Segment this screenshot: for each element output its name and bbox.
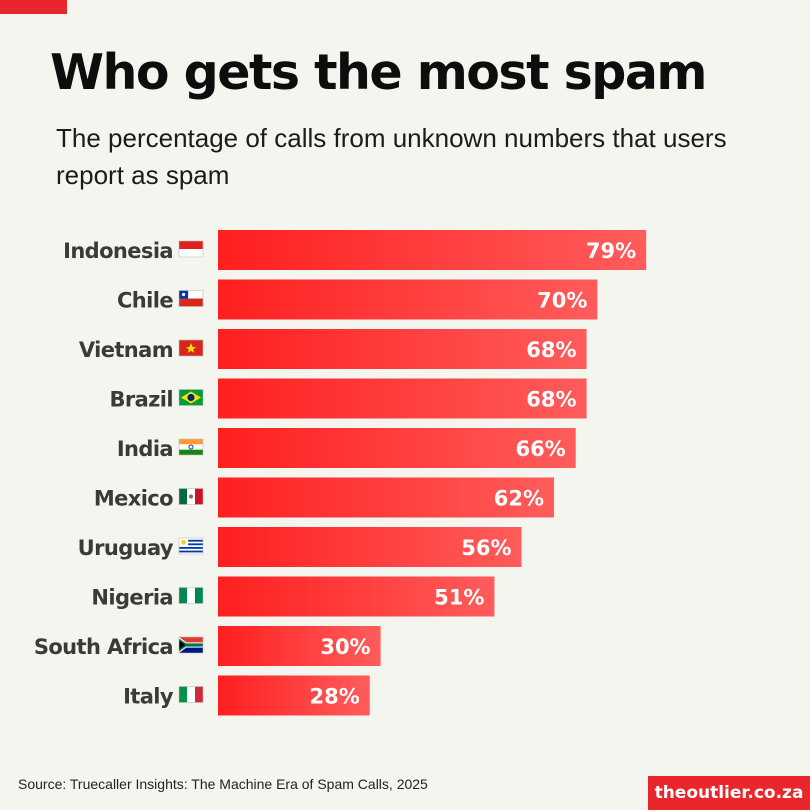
- bar: [218, 576, 495, 617]
- bar-row: 79% Indonesia: [63, 230, 647, 270]
- bar: [218, 329, 587, 369]
- bar-value-label: 56%: [461, 536, 511, 560]
- nigeria-flag-icon: [178, 587, 204, 604]
- flag-border: [178, 587, 204, 604]
- flag-border: [178, 686, 204, 703]
- flag-border: [178, 290, 204, 307]
- category-label: Vietnam: [79, 338, 173, 362]
- category-label: Uruguay: [78, 536, 174, 560]
- bar-value-label: 68%: [526, 338, 576, 362]
- bar: [218, 230, 647, 270]
- category-label: Chile: [117, 289, 173, 313]
- bar-row: 51% Nigeria: [91, 576, 495, 617]
- flag-part: [187, 686, 195, 703]
- bar: [218, 477, 555, 518]
- flag-border: [178, 339, 204, 357]
- brand-badge[interactable]: theoutlier.co.za: [648, 776, 810, 810]
- flag-part: [195, 488, 203, 505]
- category-label: Indonesia: [63, 239, 173, 263]
- flag-part: [179, 587, 187, 604]
- flag-part: [179, 643, 203, 647]
- flag-part: [179, 640, 186, 650]
- bar-row: 70% Chile: [117, 279, 598, 320]
- flag-part: [188, 444, 194, 450]
- flag-part: [179, 298, 203, 307]
- flag-border: [178, 636, 204, 654]
- category-label: Nigeria: [91, 586, 173, 610]
- flag-part: [189, 494, 193, 499]
- category-label: South Africa: [34, 635, 173, 659]
- flag-part: [195, 686, 203, 703]
- chart-subtitle: The percentage of calls from unknown num…: [56, 123, 727, 190]
- category-label: Mexico: [94, 487, 173, 511]
- flag-part: [181, 292, 186, 297]
- flag-part: [179, 645, 203, 653]
- accent-tab: [0, 0, 67, 14]
- bar-row: 30% South Africa: [34, 626, 381, 666]
- bar: [218, 428, 576, 468]
- category-label: Italy: [123, 685, 174, 709]
- flag-part: [179, 290, 203, 299]
- bar-value-label: 51%: [434, 586, 484, 610]
- bar-value-label: 30%: [320, 635, 370, 659]
- bar-row: 66% India: [117, 428, 576, 468]
- flag-border: [178, 488, 204, 505]
- bar-chart: 79%Indonesia70%Chile68%Vietnam68%Brazil6…: [34, 230, 647, 716]
- mexico-flag-icon: [178, 488, 204, 505]
- bar: [218, 527, 522, 567]
- flag-part: [179, 439, 203, 445]
- flag-part: [179, 488, 187, 505]
- flag-part: [179, 241, 203, 249]
- flag-part: [187, 393, 195, 402]
- flag-part: [187, 587, 195, 604]
- flag-part: [179, 547, 203, 549]
- chile-flag-icon: [178, 290, 204, 307]
- italy-flag-icon: [178, 686, 204, 703]
- bar-value-label: 68%: [526, 388, 576, 412]
- source-note: Source: Truecaller Insights: The Machine…: [18, 776, 428, 792]
- flag-part: [179, 249, 203, 257]
- flag-border: [178, 389, 204, 406]
- uruguay-flag-icon: [178, 537, 204, 555]
- bar-value-label: 66%: [515, 437, 565, 461]
- flag-part: [195, 587, 203, 604]
- category-label: Brazil: [109, 388, 173, 412]
- bar-value-label: 28%: [309, 685, 359, 709]
- bar-row: 68% Brazil: [109, 378, 587, 419]
- flag-part: [179, 550, 203, 553]
- bar: [218, 675, 370, 716]
- vietnam-flag-icon: [178, 339, 204, 357]
- flag-border: [178, 240, 204, 258]
- india-flag-icon: [178, 438, 204, 456]
- bar: [218, 626, 381, 666]
- bar: [218, 378, 587, 419]
- flag-part: [179, 686, 187, 703]
- bar-row: 56% Uruguay: [78, 527, 522, 567]
- south-africa-flag-icon: [178, 636, 204, 654]
- flag-part: [179, 444, 203, 450]
- bar-value-label: 62%: [494, 487, 544, 511]
- category-label: India: [117, 437, 173, 461]
- flag-part: [179, 449, 203, 455]
- bar-row: 28% Italy: [123, 675, 370, 716]
- bars-group: 79%Indonesia70%Chile68%Vietnam68%Brazil6…: [34, 230, 647, 716]
- chart-title: Who gets the most spam: [50, 44, 707, 101]
- indonesia-flag-icon: [178, 240, 204, 258]
- flag-part: [179, 543, 203, 546]
- bar-value-label: 70%: [537, 289, 587, 313]
- brazil-flag-icon: [178, 389, 204, 406]
- flag-border: [178, 537, 204, 555]
- bar: [218, 279, 598, 320]
- bar-row: 68% Vietnam: [79, 329, 587, 369]
- bar-row: 62% Mexico: [94, 477, 555, 518]
- flag-part: [179, 539, 203, 542]
- bar-value-label: 79%: [586, 239, 636, 263]
- flag-part: [186, 343, 196, 353]
- flag-border: [178, 438, 204, 456]
- flag-part: [181, 539, 186, 545]
- flag-part: [179, 637, 203, 645]
